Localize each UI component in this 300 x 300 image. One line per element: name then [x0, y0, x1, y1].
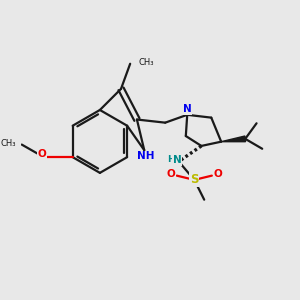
- Text: O: O: [213, 169, 222, 179]
- Text: N: N: [183, 104, 192, 114]
- Text: S: S: [190, 173, 199, 186]
- Text: O: O: [38, 149, 47, 159]
- Text: H: H: [167, 155, 175, 164]
- Text: CH₃: CH₃: [138, 58, 154, 67]
- Polygon shape: [221, 136, 246, 142]
- Text: CH₃: CH₃: [1, 139, 16, 148]
- Text: N: N: [173, 155, 182, 165]
- Text: O: O: [167, 169, 176, 179]
- Text: NH: NH: [137, 152, 154, 161]
